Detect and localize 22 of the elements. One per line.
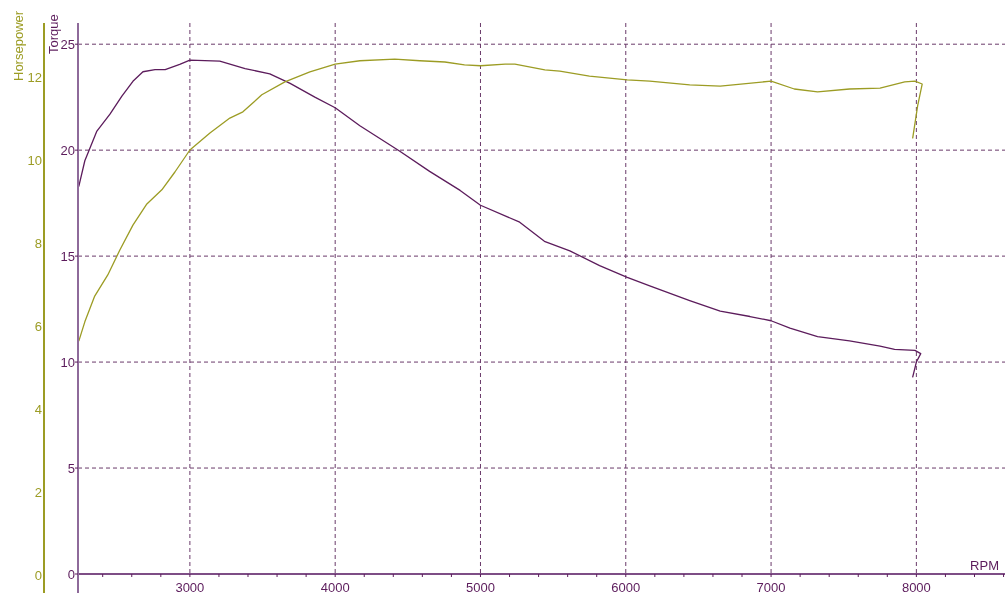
y-axis-title: Torque	[46, 14, 61, 54]
x-tick-label: 5000	[466, 580, 495, 593]
y2-tick-label: 4	[34, 401, 42, 417]
y2-tick-label: 12	[27, 69, 42, 85]
y-tick-label: 5	[67, 461, 75, 477]
y-tick-label: 25	[60, 37, 75, 53]
x-tick-label: 7000	[756, 580, 786, 593]
y2-axis-title: Horsepower	[11, 10, 26, 81]
y2-tick-label: 10	[27, 152, 42, 168]
x-tick-label: 4000	[320, 580, 350, 593]
y2-tick-label: 8	[34, 235, 42, 251]
x-tick-label: 3000	[175, 580, 205, 593]
y2-tick-label: 6	[34, 318, 42, 334]
x-tick-label: 8000	[901, 580, 931, 593]
x-axis-title: RPM	[970, 558, 999, 573]
y-tick-label: 10	[60, 355, 75, 371]
y-tick-label: 0	[67, 567, 75, 582]
y-tick-label: 20	[60, 143, 75, 159]
y-tick-label: 15	[60, 249, 75, 265]
y2-tick-label: 2	[34, 484, 42, 500]
y2-tick-label: 0	[34, 568, 42, 583]
x-tick-label: 6000	[611, 580, 641, 593]
